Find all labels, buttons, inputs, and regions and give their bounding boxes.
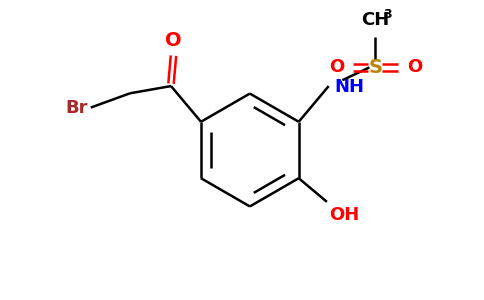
Text: O: O (407, 58, 422, 76)
Text: O: O (165, 31, 182, 50)
Text: NH: NH (334, 78, 364, 96)
Text: OH: OH (330, 206, 360, 224)
Text: S: S (368, 58, 382, 77)
Text: CH: CH (361, 11, 390, 29)
Text: 3: 3 (383, 8, 392, 21)
Text: Br: Br (66, 99, 88, 117)
Text: O: O (329, 58, 344, 76)
